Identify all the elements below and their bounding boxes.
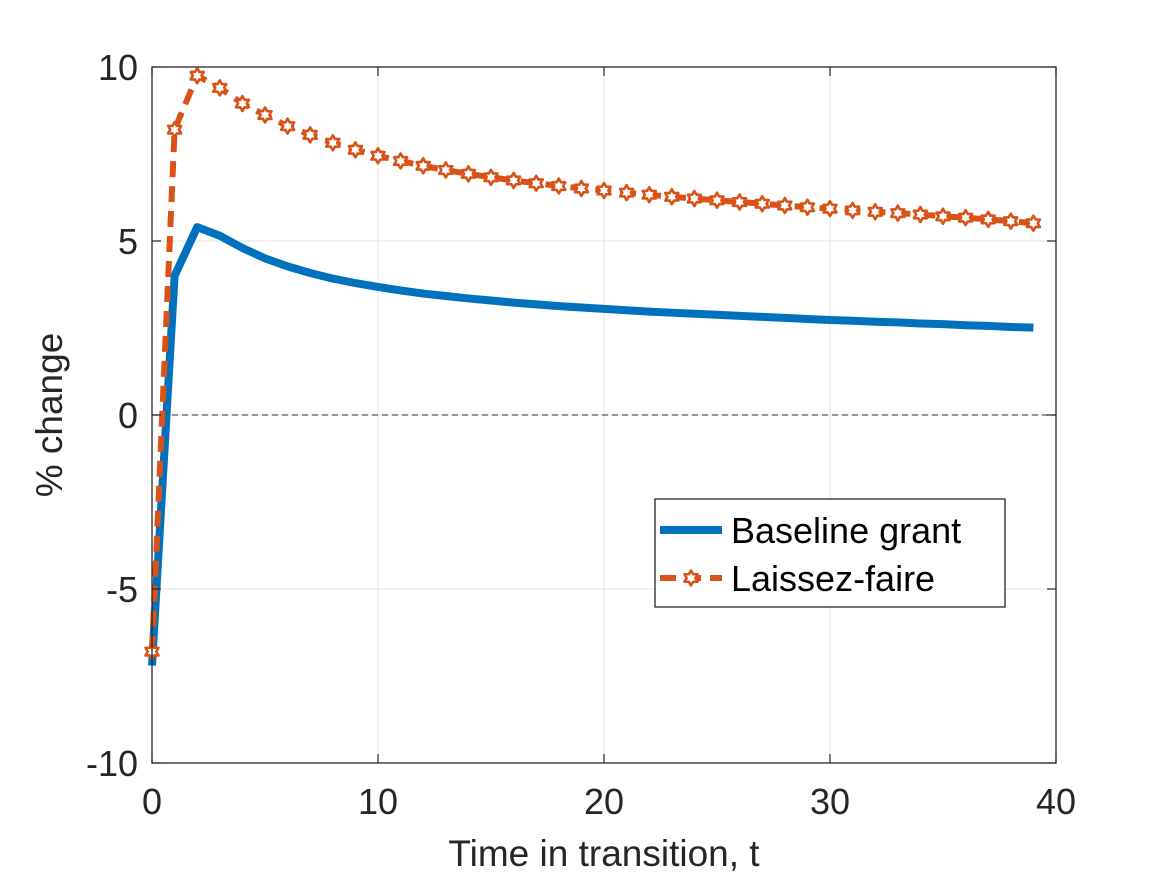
- data-point-laissez-faire-28: [776, 196, 793, 215]
- data-point-laissez-faire-14: [460, 165, 477, 183]
- x-tick-label-3: 30: [810, 781, 850, 822]
- data-point-laissez-faire-29: [799, 198, 816, 217]
- legend-box: [654, 498, 1006, 608]
- data-point-laissez-faire-25: [709, 191, 725, 210]
- data-point-laissez-faire-26: [731, 193, 748, 211]
- ticks: [151, 66, 1057, 764]
- data-point-laissez-faire-31: [844, 201, 861, 220]
- data-point-laissez-faire-38: [1002, 212, 1019, 230]
- series-line-baseline-grant: [148, 223, 1034, 666]
- data-point-laissez-faire-6: [279, 117, 296, 135]
- x-tick-label-4: 40: [1036, 781, 1076, 822]
- data-point-laissez-faire-27: [754, 194, 771, 213]
- data-point-laissez-faire-11: [392, 152, 409, 170]
- data-point-laissez-faire-30: [822, 199, 838, 218]
- data-point-laissez-faire-12: [415, 157, 432, 175]
- data-point-laissez-faire-8: [324, 134, 341, 152]
- data-point-laissez-faire-15: [483, 168, 499, 187]
- data-point-laissez-faire-20: [596, 181, 612, 200]
- data-point-laissez-faire-37: [980, 210, 997, 229]
- data-point-laissez-faire-32: [867, 202, 884, 221]
- data-point-laissez-faire-3: [212, 79, 228, 97]
- data-point-laissez-faire-2: [189, 66, 205, 85]
- data-point-laissez-faire-1: [166, 120, 183, 139]
- data-point-laissez-faire-7: [302, 126, 319, 144]
- legend-marker-laissez-faire: [683, 569, 699, 587]
- data-point-laissez-faire-34: [912, 205, 929, 224]
- data-point-laissez-faire-16: [505, 171, 522, 190]
- legend-label-baseline-grant: Baseline grant: [731, 510, 961, 551]
- data-point-laissez-faire-4: [234, 94, 251, 113]
- x-tick-label-2: 20: [584, 781, 624, 822]
- x-axis-label: Time in transition, t: [448, 833, 760, 874]
- y-tick-label-4: 10: [98, 47, 138, 88]
- data-point-laissez-faire-35: [935, 207, 951, 226]
- series-layer: [144, 66, 1042, 666]
- data-point-laissez-faire-33: [889, 204, 906, 222]
- tick-labels: 0 10 20 30 40 -10 -5 0 5 10: [86, 47, 1076, 822]
- data-point-laissez-faire-22: [641, 185, 658, 204]
- y-axis-label: % change: [29, 333, 70, 498]
- legend: Baseline grant Laissez-faire: [654, 498, 1006, 608]
- data-point-laissez-faire-10: [370, 146, 386, 165]
- data-point-laissez-faire-39: [1025, 214, 1042, 233]
- data-point-laissez-faire-21: [618, 183, 635, 202]
- data-point-laissez-faire-24: [686, 189, 703, 208]
- data-point-laissez-faire-9: [347, 141, 364, 159]
- legend-label-laissez-faire: Laissez-faire: [731, 558, 935, 599]
- data-point-laissez-faire-17: [528, 174, 545, 193]
- data-point-laissez-faire-13: [437, 161, 454, 179]
- data-point-laissez-faire-36: [957, 208, 974, 227]
- data-point-laissez-faire-23: [663, 188, 680, 206]
- data-point-laissez-faire-18: [550, 177, 567, 195]
- x-tick-label-1: 10: [358, 781, 398, 822]
- data-point-laissez-faire-19: [573, 179, 590, 198]
- y-tick-label-1: -5: [106, 569, 138, 610]
- y-tick-label-0: -10: [86, 743, 138, 784]
- legend-marker-hexagram: [683, 569, 699, 587]
- x-tick-label-0: 0: [142, 781, 162, 822]
- data-point-laissez-faire-5: [257, 106, 273, 124]
- y-tick-label-3: 5: [118, 221, 138, 262]
- y-tick-label-2: 0: [118, 395, 138, 436]
